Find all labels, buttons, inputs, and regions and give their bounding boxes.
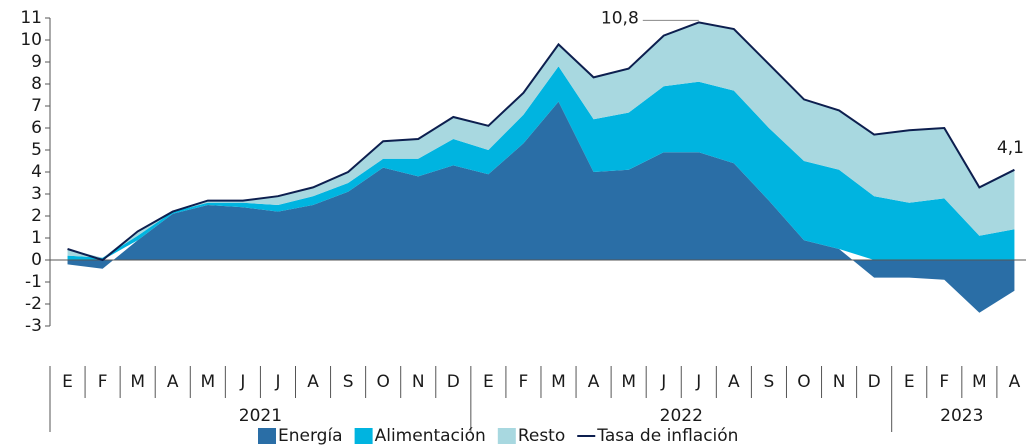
y-tick-label: 6 — [31, 118, 42, 138]
legend-swatch — [497, 428, 516, 444]
y-tick-label: 7 — [31, 96, 42, 116]
y-tick-label: 10 — [20, 30, 42, 50]
y-tick-label: 2 — [31, 206, 42, 226]
x-tick-label: A — [307, 372, 319, 392]
x-tick-label: M — [551, 372, 566, 392]
legend-item: Energía — [258, 426, 343, 446]
x-tick-label: F — [98, 372, 108, 392]
y-tick-label: 0 — [31, 250, 42, 270]
y-tick-label: 11 — [20, 8, 42, 28]
inflation-line — [67, 21, 1015, 262]
legend-item: Alimentación — [354, 426, 486, 446]
x-tick-label: F — [939, 372, 949, 392]
legend-label: Energía — [278, 426, 343, 446]
area — [67, 66, 1015, 261]
x-tick-label: J — [695, 372, 701, 392]
x-tick-label: E — [62, 372, 73, 392]
y-tick-label: 1 — [31, 228, 42, 248]
value-label: 4,1 — [997, 138, 1024, 158]
x-tick-label: S — [764, 372, 775, 392]
x-tick-label: A — [167, 372, 179, 392]
x-tick-label: M — [972, 372, 987, 392]
x-tick-label: M — [621, 372, 636, 392]
x-tick-label: A — [1009, 372, 1021, 392]
y-tick-label: 4 — [31, 162, 42, 182]
y-tick-label: 5 — [31, 140, 42, 160]
x-tick-label: O — [376, 372, 389, 392]
x-tick-label: J — [660, 372, 666, 392]
legend-label: Alimentación — [375, 426, 486, 446]
x-tick-label: O — [797, 372, 810, 392]
area — [67, 22, 1015, 258]
x-tick-label: A — [728, 372, 740, 392]
legend-label: Resto — [518, 426, 565, 446]
year-label: 2022 — [660, 406, 703, 426]
x-tick-label: A — [588, 372, 600, 392]
y-tick-label: -3 — [25, 316, 42, 336]
x-tick-label: N — [833, 372, 846, 392]
y-tick-label: 3 — [31, 184, 42, 204]
x-tick-label: E — [904, 372, 915, 392]
x-tick-label: M — [200, 372, 215, 392]
value-label: 10,8 — [601, 8, 639, 28]
legend-item: Resto — [497, 426, 565, 446]
year-label: 2021 — [239, 406, 282, 426]
x-tick-label: N — [412, 372, 425, 392]
x-tick-label: E — [483, 372, 494, 392]
y-tick-label: -2 — [25, 294, 42, 314]
legend-item: Tasa de inflación — [577, 426, 738, 446]
x-tick-label: S — [343, 372, 354, 392]
legend-swatch — [258, 428, 276, 444]
x-tick-label: F — [519, 372, 529, 392]
x-tick-label: D — [447, 372, 460, 392]
x-tick-label: J — [239, 372, 245, 392]
legend-label: Tasa de inflación — [596, 426, 738, 446]
year-label: 2023 — [940, 406, 983, 426]
y-tick-label: -1 — [25, 272, 42, 292]
y-tick-label: 9 — [31, 52, 42, 72]
x-tick-label: D — [868, 372, 881, 392]
x-tick-label: J — [274, 372, 280, 392]
y-tick-label: 8 — [31, 74, 42, 94]
x-tick-label: M — [130, 372, 145, 392]
legend-swatch — [354, 428, 373, 444]
